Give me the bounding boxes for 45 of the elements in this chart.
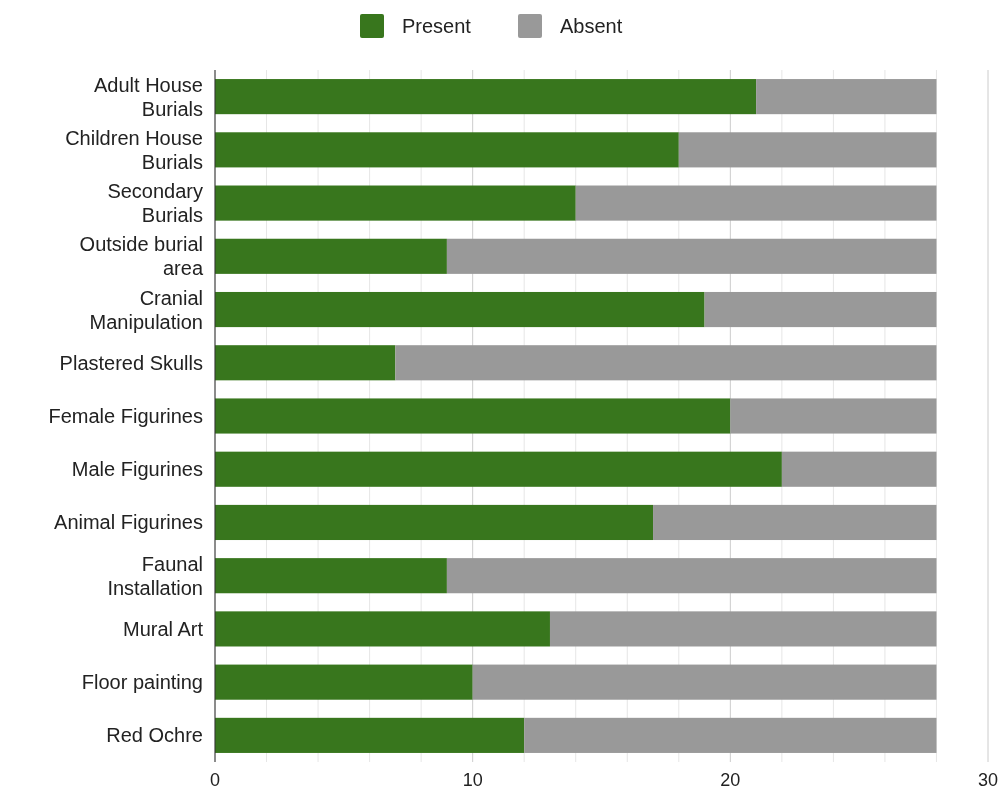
x-tick-label: 30 (977, 770, 999, 790)
y-tick-label: Female Figurines (48, 405, 203, 427)
y-tick-label: Plastered Skulls (59, 351, 203, 374)
y-tick-label: Secondary Burials (107, 180, 203, 227)
bar (446, 558, 937, 594)
x-tick-label: 20 (720, 770, 741, 790)
bar (549, 611, 937, 647)
y-tick-label: Children House Burials (65, 126, 203, 173)
bar (215, 291, 705, 328)
bar (215, 185, 576, 221)
bar (215, 611, 550, 647)
bar (215, 398, 731, 434)
legend-label: Absent (560, 15, 623, 37)
bar (215, 664, 473, 700)
bar (781, 451, 937, 487)
bar (215, 504, 654, 541)
bar (215, 238, 447, 274)
bar (678, 132, 937, 168)
bar (215, 558, 447, 594)
bar (704, 291, 937, 328)
bar (472, 664, 937, 700)
bar (215, 79, 757, 115)
y-tick-label: Faunal Installation (107, 552, 203, 599)
y-tick-label: Male Figurines (71, 458, 203, 481)
y-tick-label: Red Ochre (106, 724, 203, 747)
bar (653, 504, 937, 541)
bar (524, 717, 937, 753)
bar (215, 451, 782, 487)
y-tick-label: Animal Figurines (54, 511, 203, 534)
y-tick-label: Cranial Manipulation (89, 286, 203, 333)
y-tick-label: Adult House Burials (94, 73, 203, 120)
bar (575, 185, 937, 221)
bar (446, 238, 937, 274)
x-tick-label: 10 (462, 770, 483, 790)
y-tick-label: Outside burial area (79, 233, 204, 280)
y-tick-label: Mural Art (122, 617, 204, 640)
bar (215, 717, 525, 753)
bar (395, 345, 937, 381)
bar (756, 79, 937, 115)
x-tick-label: 0 (209, 770, 221, 790)
bar (215, 132, 679, 168)
bar (730, 398, 937, 434)
legend-label: Present (402, 15, 472, 37)
bar (215, 345, 396, 381)
y-tick-label: Floor painting (81, 671, 203, 694)
